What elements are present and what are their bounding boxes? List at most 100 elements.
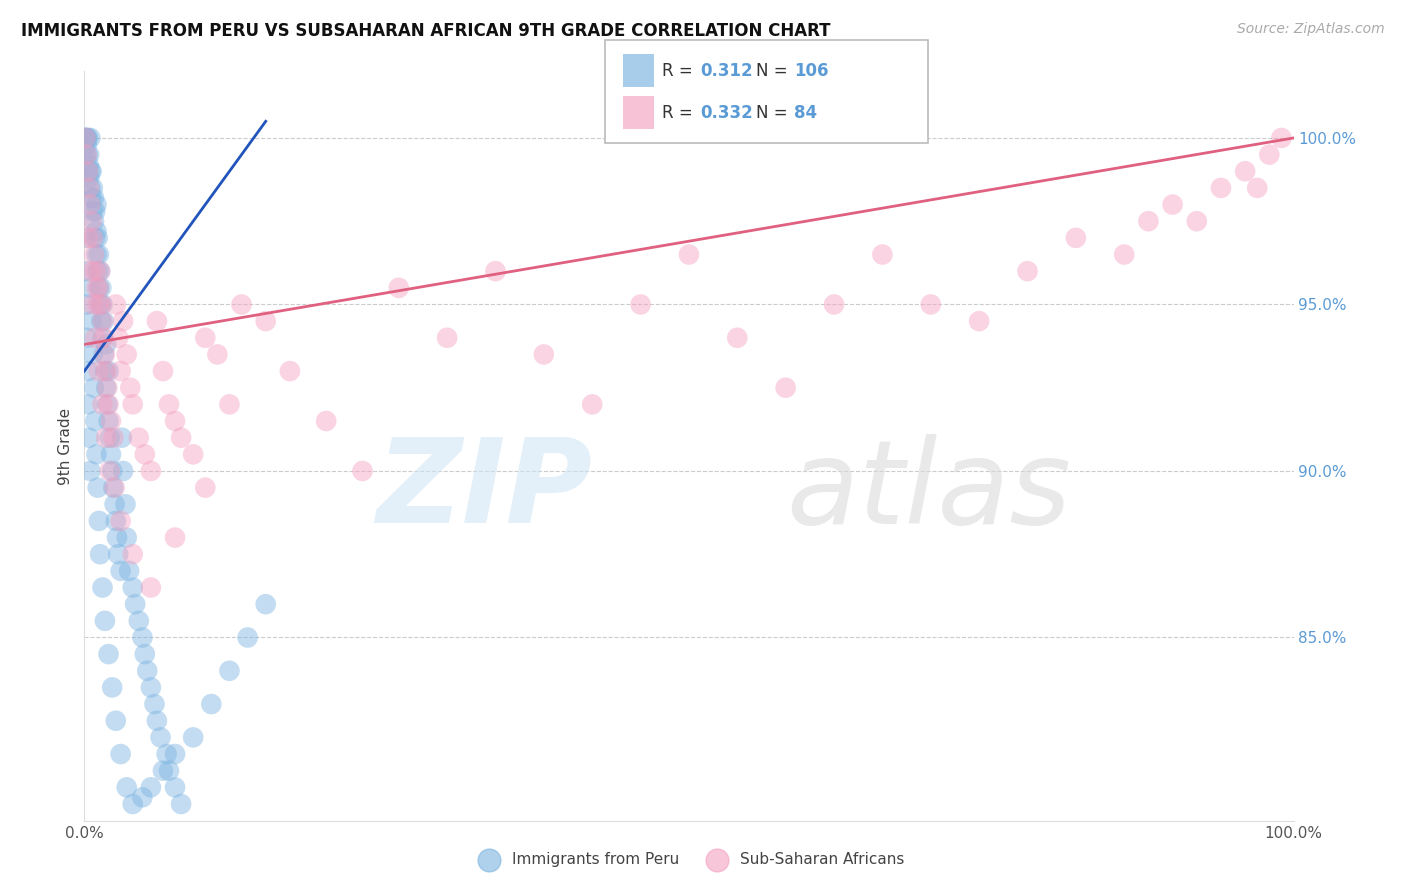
Text: Source: ZipAtlas.com: Source: ZipAtlas.com: [1237, 22, 1385, 37]
Point: [181, 731, 204, 745]
Point: [83, 191, 105, 205]
Point: [91, 397, 114, 411]
Point: [90, 297, 112, 311]
Point: [75, 131, 97, 145]
Point: [89, 547, 111, 561]
Point: [77, 431, 100, 445]
Point: [75, 231, 97, 245]
Point: [165, 780, 187, 795]
Point: [77, 147, 100, 161]
Point: [218, 397, 240, 411]
Point: [165, 531, 187, 545]
Point: [120, 381, 142, 395]
Point: [82, 231, 104, 245]
Text: 0.312: 0.312: [700, 62, 752, 79]
Point: [111, 431, 134, 445]
Point: [87, 514, 110, 528]
Point: [91, 581, 114, 595]
Point: [79, 264, 101, 278]
Point: [97, 647, 120, 661]
Point: [77, 164, 100, 178]
Point: [91, 314, 114, 328]
Point: [76, 147, 98, 161]
Point: [139, 464, 162, 478]
Point: [155, 747, 177, 761]
Text: ZIP: ZIP: [377, 434, 592, 549]
Point: [77, 170, 100, 185]
Point: [80, 214, 103, 228]
Point: [254, 314, 277, 328]
Point: [79, 164, 101, 178]
Point: [98, 431, 121, 445]
Point: [143, 697, 166, 711]
Point: [139, 581, 162, 595]
Point: [165, 747, 187, 761]
Point: [165, 414, 187, 428]
Point: [231, 297, 253, 311]
Point: [100, 414, 122, 428]
Point: [388, 281, 411, 295]
Point: [82, 181, 104, 195]
Point: [76, 297, 98, 311]
Point: [94, 337, 117, 351]
Point: [82, 347, 104, 361]
Point: [1270, 131, 1292, 145]
Point: [278, 364, 301, 378]
Point: [84, 414, 107, 428]
Point: [93, 331, 115, 345]
Text: atlas: atlas: [786, 434, 1071, 548]
Point: [86, 197, 108, 211]
Point: [75, 264, 97, 278]
Point: [75, 147, 97, 161]
Point: [115, 347, 138, 361]
Point: [86, 481, 108, 495]
Point: [93, 347, 115, 361]
Point: [104, 297, 127, 311]
Point: [86, 447, 108, 461]
Point: [436, 331, 458, 345]
Point: [77, 158, 100, 172]
Point: [89, 264, 111, 278]
Point: [200, 697, 222, 711]
Text: IMMIGRANTS FROM PERU VS SUBSAHARAN AFRICAN 9TH GRADE CORRELATION CHART: IMMIGRANTS FROM PERU VS SUBSAHARAN AFRIC…: [21, 22, 831, 40]
Point: [1137, 214, 1160, 228]
Point: [107, 331, 129, 345]
Point: [84, 331, 107, 345]
Point: [77, 364, 100, 378]
Point: [82, 297, 104, 311]
Point: [1258, 147, 1281, 161]
Point: [91, 297, 114, 311]
Point: [146, 714, 169, 728]
Point: [104, 481, 127, 495]
Point: [121, 397, 143, 411]
Point: [118, 564, 141, 578]
Point: [86, 281, 108, 295]
Point: [136, 664, 159, 678]
Point: [96, 397, 118, 411]
Point: [83, 381, 105, 395]
Point: [97, 414, 120, 428]
Point: [1161, 197, 1184, 211]
Point: [76, 147, 98, 161]
Point: [80, 164, 103, 178]
Point: [170, 431, 193, 445]
Point: [103, 481, 125, 495]
Point: [112, 464, 135, 478]
Point: [823, 297, 845, 311]
Point: [581, 397, 603, 411]
Point: [1234, 164, 1257, 178]
Point: [104, 514, 127, 528]
Point: [76, 137, 98, 152]
Text: R =: R =: [662, 62, 699, 79]
Point: [87, 281, 110, 295]
Point: [152, 764, 174, 778]
Point: [110, 564, 132, 578]
Point: [77, 397, 100, 411]
Y-axis label: 9th Grade: 9th Grade: [58, 408, 73, 484]
Point: [484, 264, 506, 278]
Point: [1246, 181, 1268, 195]
Point: [86, 264, 108, 278]
Point: [77, 231, 100, 245]
Point: [84, 264, 107, 278]
Point: [114, 497, 136, 511]
